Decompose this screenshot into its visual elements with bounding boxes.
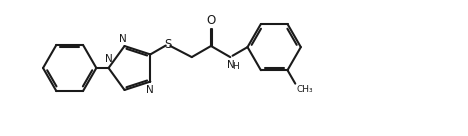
Text: O: O (206, 14, 216, 27)
Text: N: N (146, 85, 154, 95)
Text: N: N (119, 34, 127, 44)
Text: CH₃: CH₃ (296, 85, 313, 94)
Text: N: N (227, 60, 235, 70)
Text: N: N (105, 54, 112, 64)
Text: S: S (164, 38, 171, 51)
Text: H: H (232, 61, 239, 71)
